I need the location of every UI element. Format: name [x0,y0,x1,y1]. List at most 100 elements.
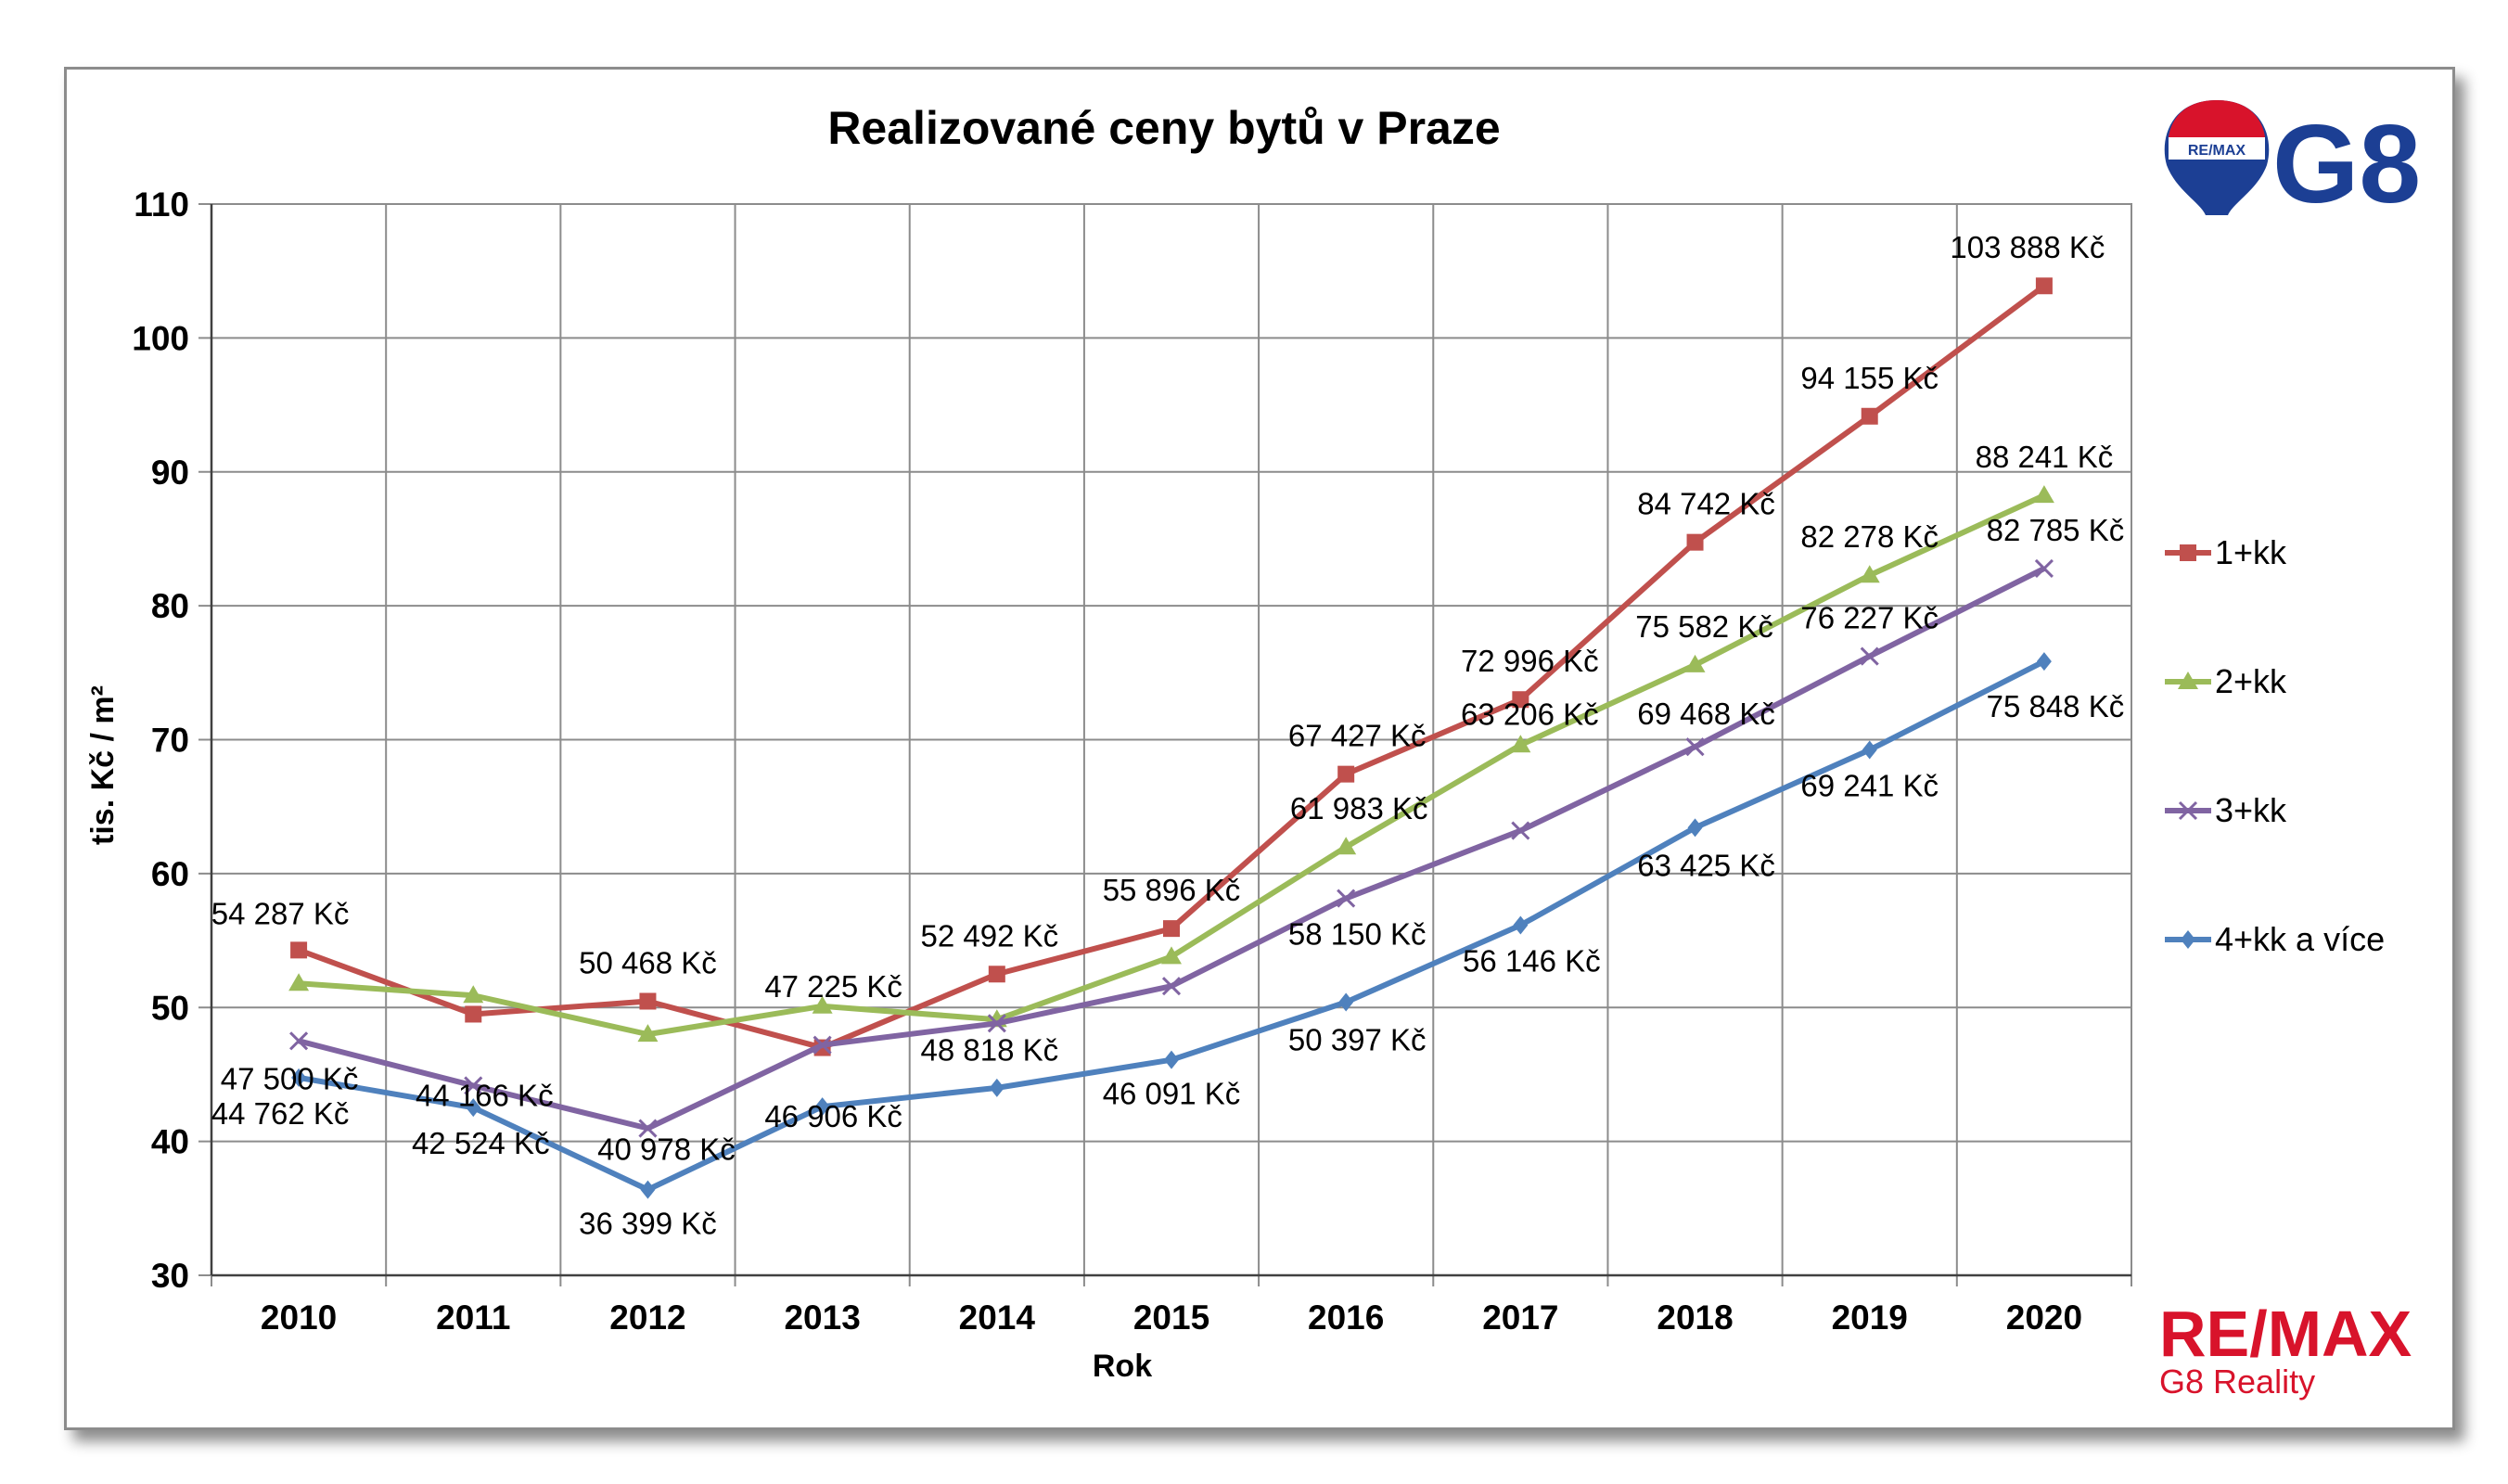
marker-diamond [1687,818,1703,838]
marker-triangle [637,1024,659,1043]
marker-square [2035,277,2053,295]
x-tick-label: 2016 [1308,1298,1384,1337]
data-label: 52 492 Kč [921,918,1059,953]
legend-label: 1+kk [2215,533,2287,571]
data-label: 48 818 Kč [921,1032,1059,1067]
marker-x [1685,737,1705,757]
marker-triangle [288,973,310,991]
data-label: 82 278 Kč [1800,519,1939,554]
data-label: 50 397 Kč [1288,1023,1427,1057]
data-label: 103 888 Kč [1950,230,2105,264]
marker-diamond [2036,652,2052,672]
data-label: 44 166 Kč [416,1078,554,1112]
y-tick-label: 90 [151,454,189,492]
marker-triangle [812,995,833,1014]
marker-x [464,1076,483,1095]
y-tick-label: 40 [151,1123,189,1161]
x-tick-label: 2020 [2006,1298,2082,1337]
g8-logo: G8 [2272,102,2421,226]
marker-x [1161,977,1182,996]
marker-x [1860,646,1879,666]
x-tick-label: 2018 [1657,1298,1733,1337]
y-tick-label: 30 [151,1257,189,1295]
marker-diamond [814,1097,830,1117]
data-label: 67 427 Kč [1288,719,1427,753]
data-label: 61 983 Kč [1290,791,1428,825]
x-tick-label: 2015 [1133,1298,1209,1337]
data-label: 75 848 Kč [1987,689,2125,723]
marker-diamond [989,1078,1004,1097]
data-label: 54 287 Kč [211,896,350,930]
data-labels: 54 287 Kč 50 468 Kč 52 492 Kč 55 896 Kč 67 4… [211,230,2124,1240]
data-label: 56 146 Kč [1463,944,1601,979]
x-tick-label: 2012 [609,1298,685,1337]
marker-x [2178,800,2198,821]
data-label: 63 206 Kč [1461,697,1599,731]
marker-square [1337,765,1355,783]
y-tick-label: 100 [132,319,189,357]
legend-label: 3+kk [2215,791,2287,829]
y-axis-title: tis. Kč / m² [85,685,121,845]
marker-diamond [291,1068,307,1087]
marker-x [987,1014,1006,1033]
x-tick-label: 2013 [784,1298,860,1337]
data-label: 46 091 Kč [1103,1077,1241,1111]
marker-diamond [1338,992,1354,1012]
marker-triangle [1161,946,1182,965]
marker-diamond [1164,1050,1179,1069]
axes: 30 40 50 60 70 80 90 100 110 2010 2011 2012 2013 2014… [132,186,2131,1337]
marker-square [1686,533,1704,551]
remax-balloon-logo: RE/MAX [2164,100,2270,215]
x-tick-label: 2010 [261,1298,337,1337]
y-tick-label: 50 [151,989,189,1027]
marker-diamond [466,1098,481,1118]
marker-diamond [2181,930,2195,949]
series [288,277,2054,1199]
marker-square [290,941,308,959]
marker-triangle [1859,565,1880,583]
grid [198,203,2132,1286]
marker-diamond [1513,915,1529,935]
x-axis-title: Rok [1093,1349,1152,1384]
marker-triangle [2178,672,2198,689]
data-label: 50 468 Kč [579,945,717,979]
data-label: 94 155 Kč [1800,361,1939,395]
chart-title: Realizované ceny bytů v Praze [827,102,1500,154]
x-tick-label: 2017 [1482,1298,1558,1337]
x-tick-label: 2011 [436,1298,510,1337]
marker-x [1337,889,1356,908]
data-label: 82 785 Kč [1987,513,2125,547]
y-tick-label: 60 [151,855,189,893]
marker-square [1861,407,1878,425]
data-label: 58 150 Kč [1288,917,1427,952]
series-1-kk [290,277,2053,1056]
marker-x [2034,558,2054,578]
series-2-kk [288,485,2054,1043]
y-tick-label: 80 [151,587,189,625]
marker-diamond [640,1180,656,1199]
marker-triangle [2033,485,2054,504]
marker-x [289,1031,309,1051]
x-tick-label: 2019 [1832,1298,1908,1337]
data-label: 44 762 Kč [211,1096,350,1131]
marker-x [638,1119,658,1138]
data-label: 46 906 Kč [764,1099,902,1133]
marker-x [813,1035,832,1055]
g8-reality-text: G8 Reality [2159,1362,2315,1401]
legend-label: 2+kk [2215,662,2287,700]
marker-x [1511,821,1530,840]
data-label: 72 996 Kč [1461,644,1599,678]
balloon-label: RE/MAX [2188,143,2246,159]
data-label: 75 582 Kč [1635,609,1773,644]
legend-label: 4+kk a více [2215,920,2385,958]
data-label: 69 241 Kč [1800,768,1939,802]
data-label: 47 500 Kč [221,1061,359,1095]
data-label: 63 425 Kč [1637,848,1775,882]
y-tick-label: 70 [151,722,189,760]
data-label: 84 742 Kč [1637,487,1775,521]
marker-triangle [1336,837,1357,855]
marker-triangle [1684,654,1706,672]
data-label: 55 896 Kč [1103,873,1241,907]
marker-square [2180,544,2196,561]
